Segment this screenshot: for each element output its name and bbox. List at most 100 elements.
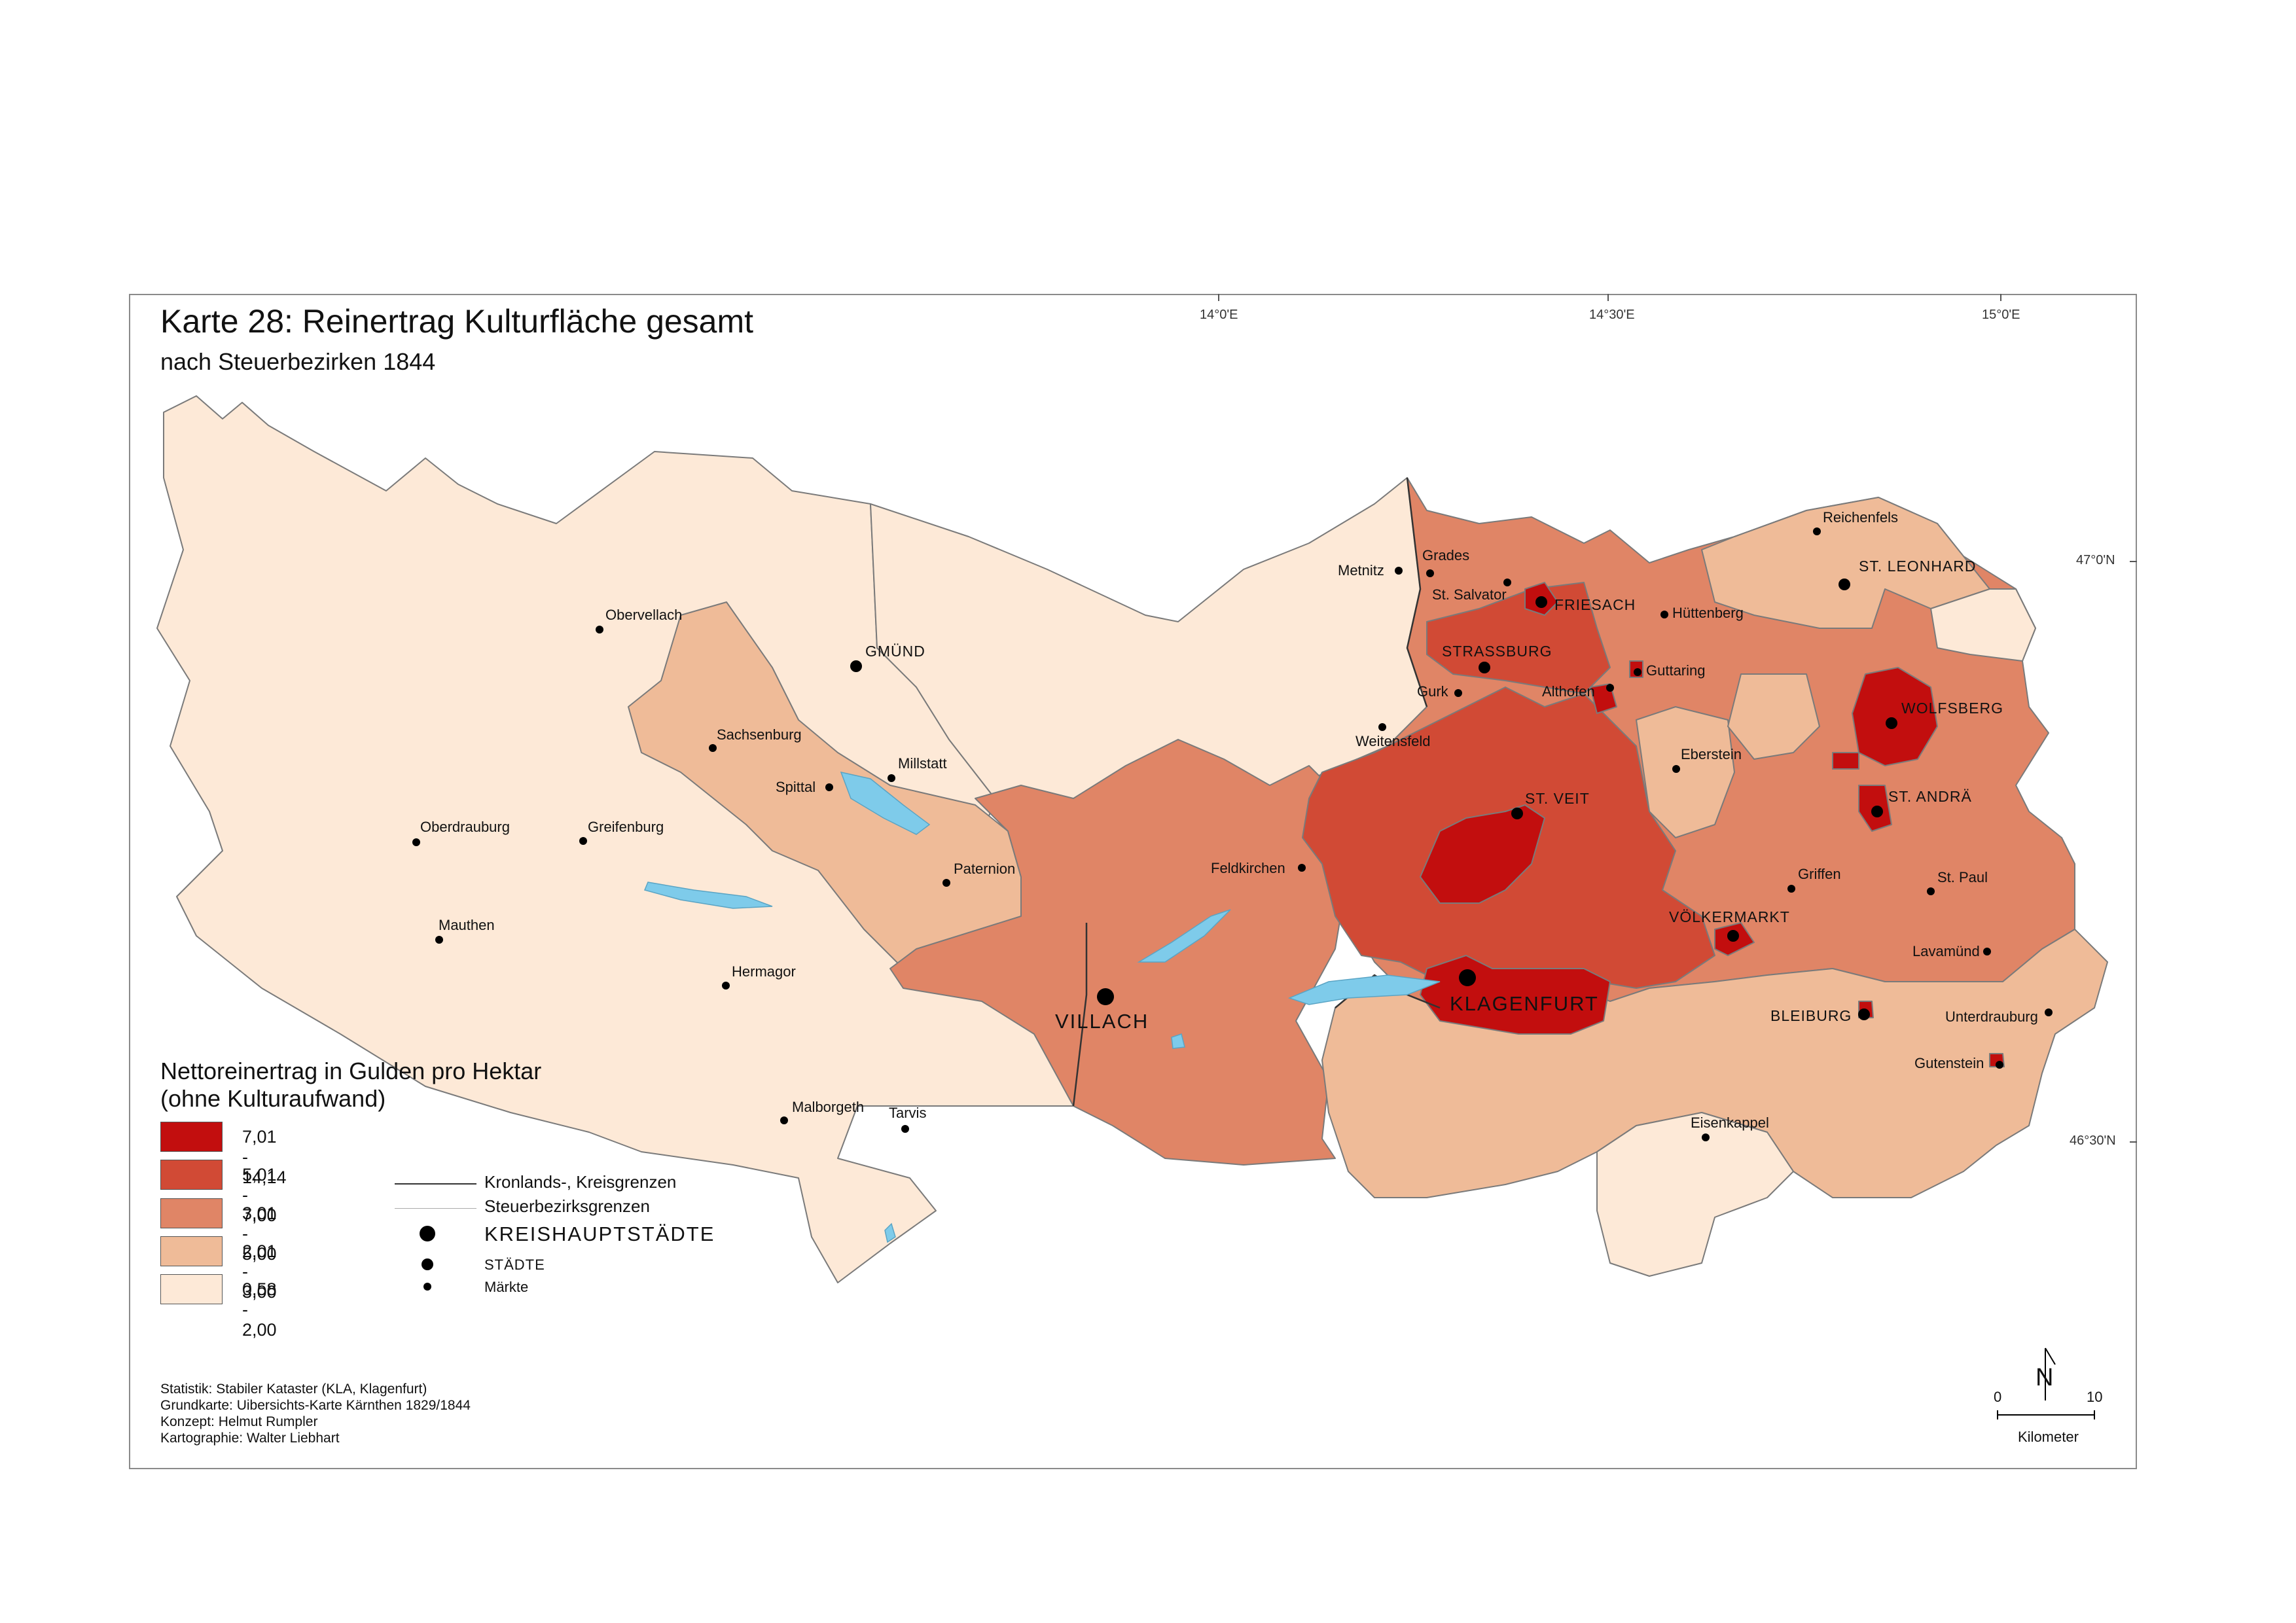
label-feldkirchen: Feldkirchen	[1211, 860, 1285, 876]
label-grades: Grades	[1422, 547, 1469, 563]
label-gurk: Gurk	[1417, 683, 1449, 700]
credits-block: Statistik: Stabiler Kataster (KLA, Klage…	[160, 1381, 471, 1446]
legend-swatch	[160, 1274, 223, 1304]
market-dot-obervellach	[596, 626, 603, 633]
credit-statistik: Statistik: Stabiler Kataster (KLA, Klage…	[160, 1382, 427, 1397]
legend-swatch	[160, 1160, 223, 1190]
legend-title-line2: (ohne Kulturaufwand)	[160, 1085, 386, 1112]
town-dot-voelkermarkt	[1727, 930, 1739, 942]
label-lavamuend: Lavamünd	[1912, 943, 1980, 959]
graticule-lon-14-0: 14°0'E	[1200, 308, 1238, 322]
market-dot-althofen	[1606, 684, 1614, 692]
credit-kartographie: Kartographie: Walter Liebhart	[160, 1431, 340, 1446]
district-regions	[156, 395, 2108, 1283]
label-friesach: FRIESACH	[1554, 596, 1636, 613]
market-dot-grades	[1426, 569, 1434, 577]
legend-kreishauptstadt-symbol	[420, 1226, 435, 1241]
market-dot-spittal	[825, 783, 833, 791]
graticule-lat-46-30: 46°30'N	[2070, 1133, 2116, 1148]
map-subtitle: nach Steuerbezirken 1844	[160, 348, 436, 375]
legend-kreishauptstadt-label: KREISHAUPTSTÄDTE	[484, 1222, 715, 1245]
region-wolfsberg-south-high	[1832, 752, 1859, 770]
market-dot-paternion	[942, 879, 950, 887]
market-dot-mauthen	[435, 936, 443, 944]
market-dot-eberstein	[1672, 765, 1680, 773]
label-standrae: ST. ANDRÄ	[1888, 788, 1972, 805]
town-dot-bleiburg	[1858, 1008, 1870, 1020]
market-dot-stsalvator	[1503, 579, 1511, 586]
market-dot-greifenburg	[579, 837, 587, 845]
legend-stadt-symbol	[422, 1258, 433, 1270]
label-wolfsberg: WOLFSBERG	[1901, 700, 2003, 717]
legend-markt-label: Märkte	[484, 1279, 529, 1295]
label-althofen: Althofen	[1542, 683, 1595, 700]
label-unterdrauburg: Unterdrauburg	[1945, 1008, 2038, 1025]
lakes	[643, 771, 1441, 1243]
markt-labels: Obervellach Sachsenburg Millstatt Spitta…	[420, 509, 2038, 1131]
graticule-lon-14-30: 14°30'E	[1589, 308, 1635, 322]
towns	[412, 527, 2053, 1141]
label-millstatt: Millstatt	[898, 755, 947, 772]
label-strassburg: STRASSBURG	[1442, 643, 1552, 660]
north-arrow-icon	[2045, 1347, 2056, 1400]
legend-swatch	[160, 1236, 223, 1266]
label-gutenstein: Gutenstein	[1914, 1055, 1984, 1071]
label-mauthen: Mauthen	[439, 917, 495, 933]
label-metnitz: Metnitz	[1338, 562, 1384, 579]
town-dot-strassburg	[1479, 662, 1490, 673]
legend-class-label: 7,01 - 14,14	[242, 1127, 287, 1187]
legend-title: Nettoreinertrag in Gulden pro Hektar (oh…	[160, 1058, 541, 1113]
market-dot-guttaring	[1634, 668, 1641, 676]
label-hermagor: Hermagor	[732, 963, 796, 980]
market-dot-metnitz	[1395, 567, 1403, 575]
graticule-lat-47-0: 47°0'N	[2076, 553, 2115, 567]
legend-class-label: 0,58 - 2,00	[242, 1279, 277, 1340]
label-tarvis: Tarvis	[889, 1105, 926, 1121]
region-eisenkappel-low	[1596, 1112, 1794, 1277]
lake-woerther	[1287, 974, 1441, 1005]
legend-swatch	[160, 1198, 223, 1228]
credit-grundkarte: Grundkarte: Uibersichts-Karte Kärnthen 1…	[160, 1398, 471, 1413]
label-stveit: ST. VEIT	[1525, 790, 1590, 807]
town-dot-villach	[1097, 988, 1114, 1005]
town-dot-gmuend	[850, 660, 862, 672]
legend-swatch	[160, 1122, 223, 1152]
lake-raibl	[884, 1222, 896, 1243]
lake-weissensee	[643, 882, 773, 909]
legend-class-label: 2,01 - 3,00	[242, 1241, 277, 1302]
legend-kronland-line	[395, 1183, 476, 1185]
lake-ossiach	[1137, 909, 1231, 963]
region-west-low	[156, 395, 1087, 1283]
market-dot-gurk	[1454, 689, 1462, 697]
label-sachsenburg: Sachsenburg	[717, 726, 802, 743]
label-voelkermarkt: VÖLKERMARKT	[1669, 908, 1790, 925]
market-dot-millstatt	[888, 774, 895, 782]
kreishauptstadt-labels: VILLACH KLAGENFURT	[1055, 992, 1598, 1033]
region-villach	[889, 739, 1349, 1166]
legend-bezirk-line	[395, 1208, 476, 1209]
map-title: Karte 28: Reinertrag Kulturfläche gesamt	[160, 303, 754, 340]
region-wolfsberg-upper	[1727, 673, 1820, 760]
region-strassburg	[1426, 582, 1611, 694]
scale-start: 0	[1994, 1389, 2002, 1405]
region-wolfsberg-high	[1852, 667, 1938, 766]
market-dot-weitensfeld	[1378, 723, 1386, 731]
town-dot-wolfsberg	[1886, 717, 1897, 729]
market-dot-griffen	[1787, 885, 1795, 893]
market-dot-reichenfels	[1813, 527, 1821, 535]
market-dot-gutenstein	[1996, 1061, 2003, 1069]
label-guttaring: Guttaring	[1646, 662, 1706, 679]
town-dot-standrae	[1871, 806, 1883, 817]
legend-class-label: 3,01 - 5,00	[242, 1204, 277, 1264]
label-paternion: Paternion	[954, 861, 1015, 877]
credit-konzept: Konzept: Helmut Rumpler	[160, 1414, 318, 1429]
label-griffen: Griffen	[1798, 866, 1841, 882]
legend-stadt-label: STÄDTE	[484, 1257, 545, 1273]
label-obervellach: Obervellach	[605, 607, 682, 623]
label-greifenburg: Greifenburg	[588, 819, 664, 835]
scale-end: 10	[2087, 1389, 2103, 1405]
region-northeast-low	[1930, 588, 2036, 662]
stadt-labels: GMÜND FRIESACH STRASSBURG ST. VEIT WOLFS…	[865, 558, 2003, 1024]
legend-bezirk-label: Steuerbezirksgrenzen	[484, 1196, 650, 1216]
